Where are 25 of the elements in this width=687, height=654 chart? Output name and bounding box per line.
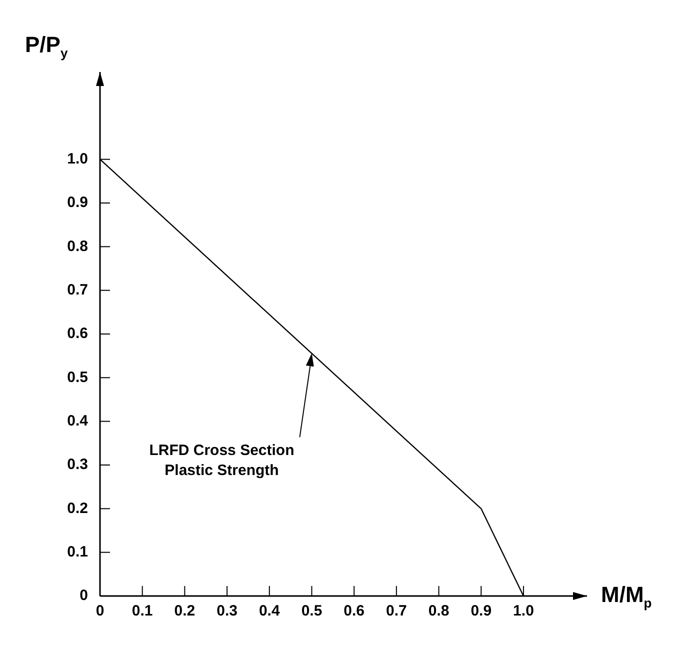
y-tick-label: 0.8 — [67, 238, 88, 255]
x-tick-label: 0.3 — [216, 602, 238, 620]
x-tick-label: 0.2 — [174, 602, 196, 620]
y-tick-label: 0.3 — [67, 456, 88, 474]
x-tick-label: 0.9 — [470, 602, 492, 620]
x-tick-label: 0 — [96, 602, 104, 620]
x-tick-label: 0.8 — [428, 602, 450, 620]
y-tick-label: 0.2 — [67, 500, 88, 517]
annotation: LRFD Cross Section Plastic Strength — [149, 442, 294, 479]
y-tick-label: 0.7 — [67, 281, 88, 298]
x-tick-label: 0.6 — [344, 602, 365, 620]
x-tick-label: 1.0 — [513, 602, 534, 620]
y-tick-label: 0.5 — [67, 368, 88, 386]
x-tick-label: 0.5 — [301, 602, 322, 620]
y-tick-label: 0.9 — [67, 194, 88, 212]
y-axis-title: P/P$_{y}$ — [25, 32, 68, 60]
x-tick-label: 0.7 — [386, 602, 407, 620]
y-tick-label: 0.6 — [67, 325, 88, 342]
y-tick-label: 0.4 — [67, 412, 89, 430]
x-tick-label: 0.1 — [132, 602, 153, 620]
y-tick-label: 1.0 — [67, 150, 88, 168]
x-tick-label: 0.4 — [258, 602, 280, 620]
y-tick-label: 0 — [80, 587, 88, 604]
x-axis-title: M/M$_{p}$ — [601, 582, 652, 610]
y-tick-label: 0.1 — [67, 543, 88, 560]
